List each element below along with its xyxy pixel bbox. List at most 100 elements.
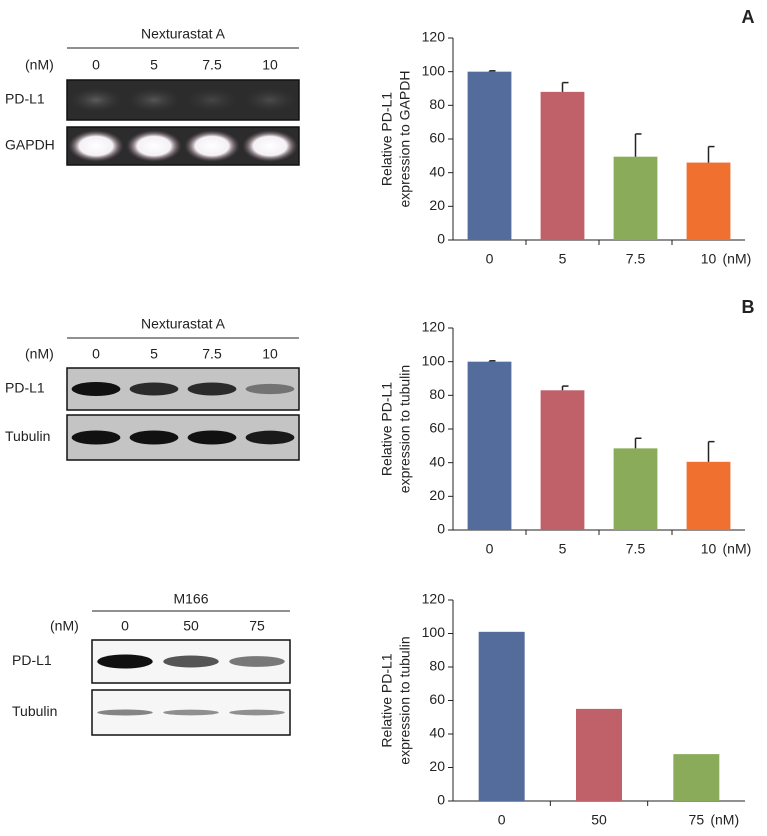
band	[187, 382, 237, 396]
band	[71, 382, 121, 396]
bar	[686, 162, 731, 240]
x-tick-label: 7.5	[626, 251, 646, 267]
y-tick-label: 0	[437, 792, 445, 808]
x-tick-label: 10	[701, 251, 717, 267]
blot-unit: (nM)	[25, 57, 54, 73]
error-bar	[634, 133, 642, 157]
blot-title: Nexturastat A	[141, 26, 226, 42]
y-axis-label: Relative PD-L1	[379, 92, 395, 186]
y-tick-label: 100	[422, 62, 446, 78]
x-tick-label: 0	[486, 251, 494, 267]
row-label: PD-L1	[5, 91, 45, 107]
y-tick-label: 0	[437, 521, 445, 537]
y-tick-label: 20	[429, 197, 445, 213]
y-tick-label: 60	[429, 420, 445, 436]
error-bar	[488, 70, 496, 72]
bar	[613, 156, 658, 240]
blot-title: M166	[173, 591, 208, 607]
x-tick-label: 7.5	[626, 541, 646, 557]
y-tick-label: 100	[422, 352, 446, 368]
band	[229, 709, 285, 716]
x-tick-label: 5	[559, 251, 567, 267]
bar	[686, 461, 731, 530]
band	[126, 130, 182, 162]
lane-label: 0	[92, 346, 100, 362]
error-bar	[707, 145, 715, 163]
band	[229, 656, 285, 667]
band	[245, 430, 295, 445]
bar	[613, 448, 658, 530]
y-tick-label: 20	[429, 758, 445, 774]
x-unit: (nM)	[723, 541, 752, 557]
y-tick-label: 40	[429, 725, 445, 741]
band	[71, 430, 121, 445]
bar	[467, 71, 512, 241]
band	[243, 88, 297, 112]
band	[129, 430, 179, 445]
lane-label: 7.5	[202, 57, 222, 73]
y-tick-label: 120	[422, 591, 446, 607]
y-tick-label: 80	[429, 96, 445, 112]
y-tick-label: 120	[422, 319, 446, 335]
lane-label: 50	[183, 618, 199, 634]
row-label: Tubulin	[5, 428, 50, 444]
x-tick-label: 0	[498, 812, 506, 828]
y-tick-label: 80	[429, 386, 445, 402]
y-tick-label: 120	[422, 29, 446, 45]
y-tick-label: 80	[429, 658, 445, 674]
band	[68, 130, 124, 162]
y-tick-label: 40	[429, 163, 445, 179]
lane-label: 5	[150, 346, 158, 362]
panel-label: A	[742, 7, 755, 27]
band	[245, 383, 295, 395]
y-axis-label: expression to tubulin	[397, 636, 413, 764]
row-label: Tubulin	[12, 703, 57, 719]
row-label: PD-L1	[12, 652, 52, 668]
row-label: PD-L1	[5, 380, 45, 396]
band	[127, 88, 181, 112]
band	[129, 382, 179, 396]
bar	[576, 708, 622, 801]
lane-label: 10	[262, 57, 278, 73]
lane-label: 0	[92, 57, 100, 73]
lane-label: 7.5	[202, 346, 222, 362]
band	[69, 88, 123, 112]
row-label: GAPDH	[5, 137, 55, 153]
band	[97, 654, 153, 669]
y-tick-label: 60	[429, 691, 445, 707]
y-axis-label: expression to GAPDH	[397, 71, 413, 208]
lane-label: 10	[262, 346, 278, 362]
band	[184, 130, 240, 162]
band	[163, 655, 219, 668]
band	[187, 430, 237, 445]
x-tick-label: 50	[591, 812, 607, 828]
y-axis-label: Relative PD-L1	[379, 653, 395, 747]
lane-label: 0	[121, 618, 129, 634]
error-bar	[561, 385, 569, 391]
bar	[540, 91, 585, 240]
error-bar	[707, 440, 715, 462]
x-tick-label: 75	[689, 812, 705, 828]
band	[97, 709, 153, 716]
blot-title: Nexturastat A	[141, 316, 226, 332]
error-bar	[561, 81, 569, 92]
y-tick-label: 20	[429, 487, 445, 503]
error-bar	[634, 437, 642, 449]
band	[242, 130, 298, 162]
y-axis-label: expression to tubulin	[397, 365, 413, 493]
y-tick-label: 0	[437, 231, 445, 247]
blot-unit: (nM)	[25, 346, 54, 362]
blot-unit: (nM)	[50, 618, 79, 634]
x-tick-label: 5	[559, 541, 567, 557]
bar	[478, 631, 525, 801]
y-axis-label: Relative PD-L1	[379, 382, 395, 476]
lane-label: 75	[249, 618, 265, 634]
x-tick-label: 0	[486, 541, 494, 557]
x-unit: (nM)	[723, 251, 752, 267]
panel-label: B	[742, 297, 755, 317]
bar	[467, 361, 512, 530]
bar	[540, 390, 585, 530]
y-tick-label: 60	[429, 130, 445, 146]
x-unit: (nM)	[710, 812, 739, 828]
